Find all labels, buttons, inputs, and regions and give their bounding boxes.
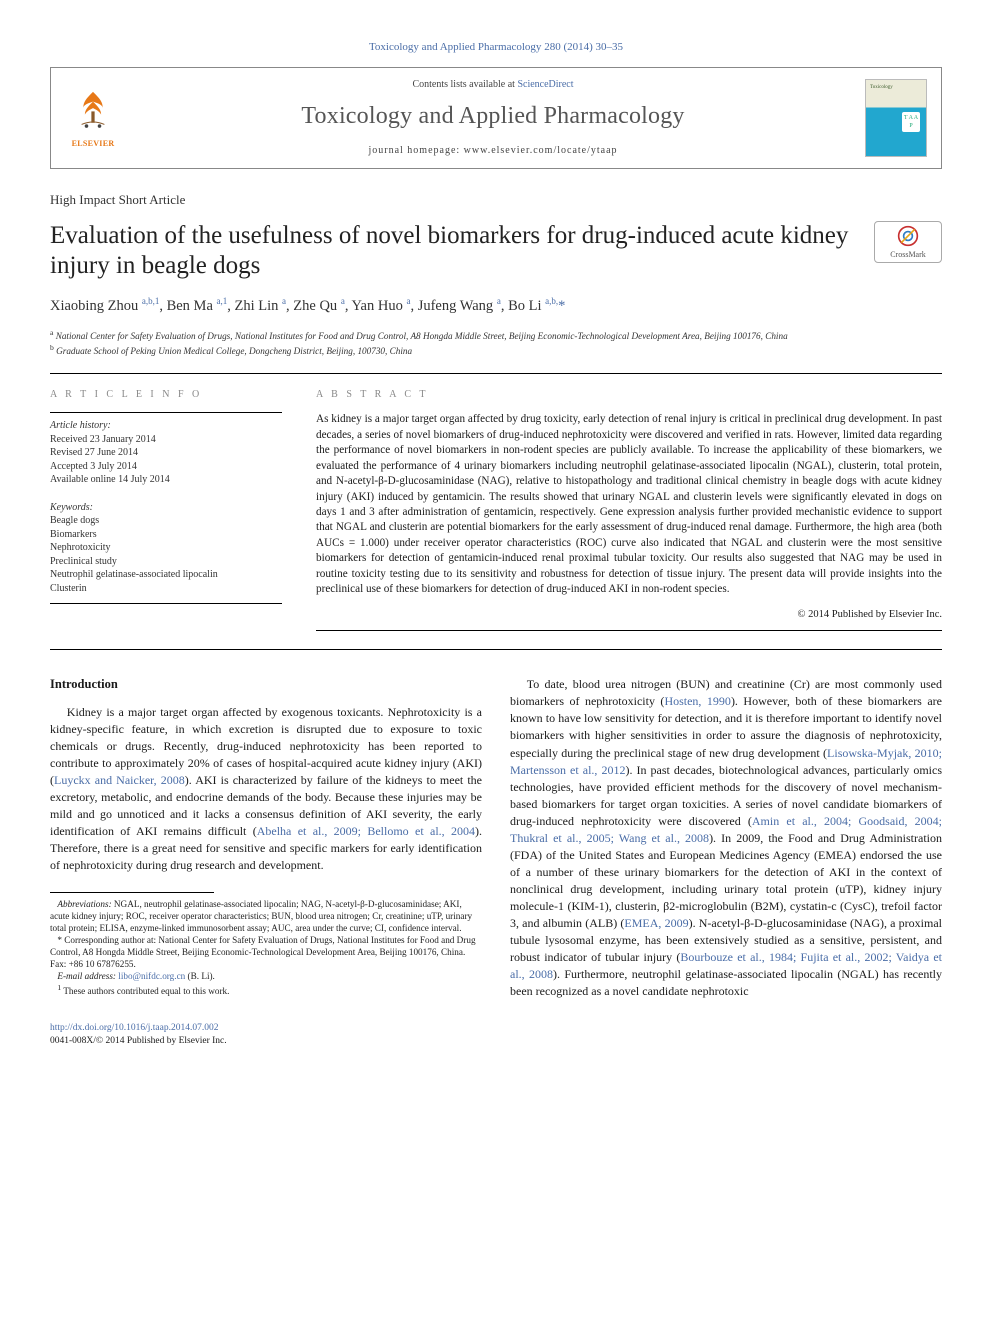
cover-title: Toxicology — [870, 84, 893, 91]
affiliation-a-text: National Center for Safety Evaluation of… — [56, 331, 788, 341]
email-line: E-mail address: libo@nifdc.org.cn (B. Li… — [50, 971, 482, 983]
abbreviations: Abbreviations: NGAL, neutrophil gelatina… — [50, 899, 482, 935]
ref-link[interactable]: Abelha et al., 2009; Bellomo et al., 200… — [257, 824, 475, 838]
elsevier-logo: ELSEVIER — [65, 87, 121, 149]
affiliation-b-text: Graduate School of Peking Union Medical … — [56, 346, 412, 356]
keywords-heading: Keywords: — [50, 501, 282, 515]
article-history: Article history: Received 23 January 201… — [50, 419, 282, 487]
date-revised: Revised 27 June 2014 — [50, 446, 282, 460]
abstract-text: As kidney is a major target organ affect… — [316, 412, 942, 597]
corr-text: Corresponding author at: National Center… — [50, 935, 476, 969]
p2f: ). Furthermore, neutrophil gelatinase-as… — [510, 967, 942, 998]
sciencedirect-link[interactable]: ScienceDirect — [517, 79, 573, 90]
history-heading: Article history: — [50, 419, 282, 433]
citation-header: Toxicology and Applied Pharmacology 280 … — [50, 40, 942, 55]
ref-link[interactable]: EMEA, 2009 — [624, 916, 688, 930]
rule-top — [50, 373, 942, 374]
page-footer: http://dx.doi.org/10.1016/j.taap.2014.07… — [50, 1022, 942, 1049]
date-online: Available online 14 July 2014 — [50, 473, 282, 487]
footnotes: Abbreviations: NGAL, neutrophil gelatina… — [50, 892, 482, 998]
article-type: High Impact Short Article — [50, 191, 942, 209]
keyword: Nephrotoxicity — [50, 541, 282, 555]
citation-journal: Toxicology and Applied Pharmacology — [369, 41, 541, 53]
intro-p1: Kidney is a major target organ affected … — [50, 704, 482, 874]
corresponding-author: * Corresponding author at: National Cent… — [50, 935, 482, 971]
article-title: Evaluation of the usefulness of novel bi… — [50, 221, 856, 281]
journal-header: ELSEVIER Contents lists available at Sci… — [50, 67, 942, 169]
authors: Xiaobing Zhou a,b,1, Ben Ma a,1, Zhi Lin… — [50, 295, 942, 316]
abstract-copyright: © 2014 Published by Elsevier Inc. — [316, 608, 942, 623]
email-heading: E-mail address: — [57, 971, 116, 981]
keyword: Biomarkers — [50, 528, 282, 542]
abstract-heading: A B S T R A C T — [316, 388, 942, 402]
equal-contrib: 1 These authors contributed equal to thi… — [50, 983, 482, 998]
body-columns: Introduction Kidney is a major target or… — [50, 676, 942, 1000]
homepage-label: journal homepage: — [368, 145, 463, 156]
title-row: Evaluation of the usefulness of novel bi… — [50, 221, 942, 295]
header-center: Contents lists available at ScienceDirec… — [139, 78, 847, 158]
intro-heading: Introduction — [50, 676, 482, 694]
keyword: Neutrophil gelatinase-associated lipocal… — [50, 568, 282, 582]
abbrev-text: NGAL, neutrophil gelatinase-associated l… — [50, 899, 472, 933]
keywords: Keywords: Beagle dogs Biomarkers Nephrot… — [50, 501, 282, 596]
ref-link[interactable]: Luyckx and Naicker, 2008 — [54, 773, 185, 787]
affiliations: a National Center for Safety Evaluation … — [50, 328, 942, 357]
ref-link[interactable]: Hosten, 1990 — [664, 694, 731, 708]
journal-cover-thumb: Toxicology T A A P — [865, 79, 927, 157]
rule-mid — [50, 649, 942, 650]
date-accepted: Accepted 3 July 2014 — [50, 460, 282, 474]
eq-text: These authors contributed equal to this … — [61, 986, 229, 996]
abstract: A B S T R A C T As kidney is a major tar… — [316, 388, 942, 631]
doi-link[interactable]: http://dx.doi.org/10.1016/j.taap.2014.07… — [50, 1023, 218, 1033]
email-tail: (B. Li). — [185, 971, 215, 981]
citation-volpages: 280 (2014) 30–35 — [541, 41, 623, 53]
intro-p2: To date, blood urea nitrogen (BUN) and c… — [510, 676, 942, 1000]
email-link[interactable]: libo@nifdc.org.cn — [118, 971, 185, 981]
contents-line: Contents lists available at ScienceDirec… — [139, 78, 847, 92]
elsevier-logo-text: ELSEVIER — [72, 138, 115, 149]
abbrev-heading: Abbreviations: — [57, 899, 111, 909]
elsevier-tree-icon — [67, 87, 119, 136]
journal-name: Toxicology and Applied Pharmacology — [139, 100, 847, 134]
cover-badge: T A A P — [902, 112, 920, 132]
article-info: A R T I C L E I N F O Article history: R… — [50, 388, 282, 631]
date-received: Received 23 January 2014 — [50, 433, 282, 447]
crossmark-badge[interactable]: CrossMark — [874, 221, 942, 263]
keyword: Preclinical study — [50, 555, 282, 569]
footer-left: http://dx.doi.org/10.1016/j.taap.2014.07… — [50, 1022, 227, 1049]
crossmark-label: CrossMark — [890, 249, 926, 260]
crossmark-icon — [897, 225, 919, 247]
keyword: Beagle dogs — [50, 514, 282, 528]
article-info-heading: A R T I C L E I N F O — [50, 388, 282, 402]
homepage-url[interactable]: www.elsevier.com/locate/ytaap — [464, 145, 618, 156]
issn-line: 0041-008X/© 2014 Published by Elsevier I… — [50, 1035, 227, 1048]
keyword: Clusterin — [50, 582, 282, 596]
rule-abstract-bottom — [316, 630, 942, 631]
homepage-line: journal homepage: www.elsevier.com/locat… — [139, 144, 847, 158]
affiliation-b: b Graduate School of Peking Union Medica… — [50, 343, 942, 357]
contents-prefix: Contents lists available at — [412, 79, 517, 90]
meta-row: A R T I C L E I N F O Article history: R… — [50, 388, 942, 631]
affiliation-a: a National Center for Safety Evaluation … — [50, 328, 942, 342]
citation-link[interactable]: Toxicology and Applied Pharmacology — [369, 41, 541, 53]
